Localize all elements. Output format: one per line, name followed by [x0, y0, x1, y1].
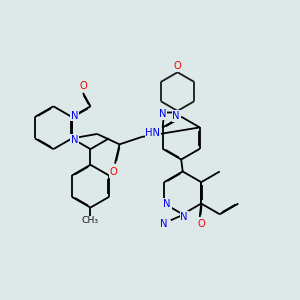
Text: N: N: [70, 110, 78, 121]
Text: O: O: [197, 219, 205, 230]
Text: N: N: [172, 111, 180, 121]
Text: O: O: [79, 81, 87, 92]
Text: O: O: [174, 61, 182, 71]
Text: N: N: [159, 109, 166, 119]
Text: N: N: [70, 135, 78, 145]
Text: N: N: [180, 212, 188, 222]
Text: N: N: [164, 199, 171, 208]
Text: HN: HN: [145, 128, 160, 138]
Text: O: O: [110, 167, 117, 177]
Text: CH₃: CH₃: [82, 216, 99, 225]
Text: N: N: [160, 219, 168, 229]
